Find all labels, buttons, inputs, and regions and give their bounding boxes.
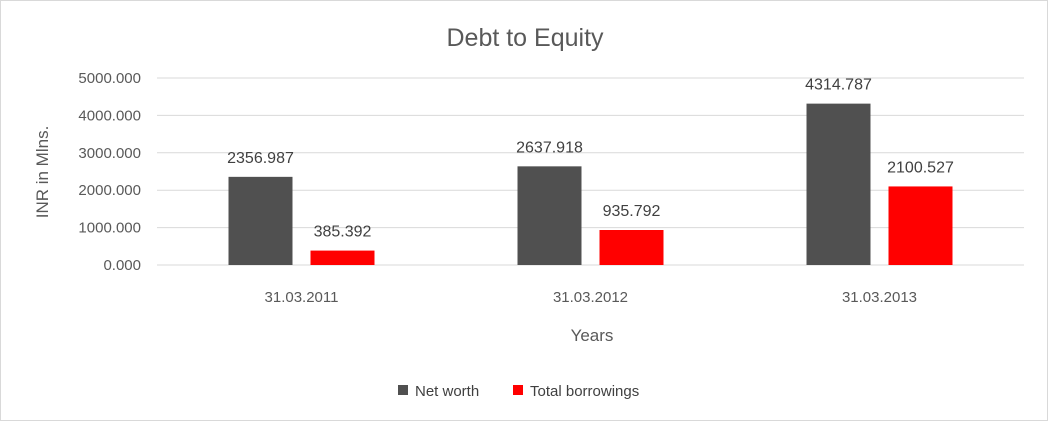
legend: Net worth Total borrowings	[398, 383, 639, 400]
data-label: 385.392	[314, 224, 372, 241]
y-axis-title: INR in Mlns.	[33, 126, 52, 219]
data-label: 2356.987	[227, 150, 294, 167]
y-tick-label: 0.000	[103, 257, 141, 274]
bar-net-worth	[228, 176, 293, 265]
data-label: 4314.787	[805, 77, 872, 94]
x-axis-title: Years	[571, 326, 614, 345]
chart-title: Debt to Equity	[446, 24, 604, 52]
y-axis-ticks: 0.000 1000.000 2000.000 3000.000 4000.000 500…	[78, 70, 141, 274]
bar-total-borrowings	[310, 250, 375, 265]
legend-swatch	[513, 385, 523, 395]
bar-total-borrowings	[888, 186, 953, 265]
y-tick-label: 3000.000	[78, 145, 141, 162]
bar-total-borrowings	[599, 230, 664, 265]
y-tick-label: 1000.000	[78, 220, 141, 237]
y-tick-label: 4000.000	[78, 107, 141, 124]
x-category-label: 31.03.2011	[265, 289, 339, 306]
bar-net-worth	[806, 103, 871, 265]
x-category-label: 31.03.2013	[842, 289, 917, 306]
legend-label: Total borrowings	[530, 383, 639, 400]
data-label: 2637.918	[516, 139, 583, 156]
data-label: 2100.527	[887, 159, 954, 176]
gridlines	[157, 77, 1024, 266]
x-category-label: 31.03.2012	[553, 289, 628, 306]
legend-label: Net worth	[415, 383, 479, 400]
bars	[228, 103, 953, 265]
data-labels: 2356.987 385.392 2637.918 935.792 4314.787 21…	[227, 77, 954, 241]
x-axis-categories: 31.03.2011 31.03.2012 31.03.2013	[265, 289, 918, 306]
y-tick-label: 5000.000	[78, 70, 141, 87]
bar-net-worth	[517, 166, 582, 265]
data-label: 935.792	[603, 203, 661, 220]
legend-swatch	[398, 385, 408, 395]
y-tick-label: 2000.000	[78, 182, 141, 199]
